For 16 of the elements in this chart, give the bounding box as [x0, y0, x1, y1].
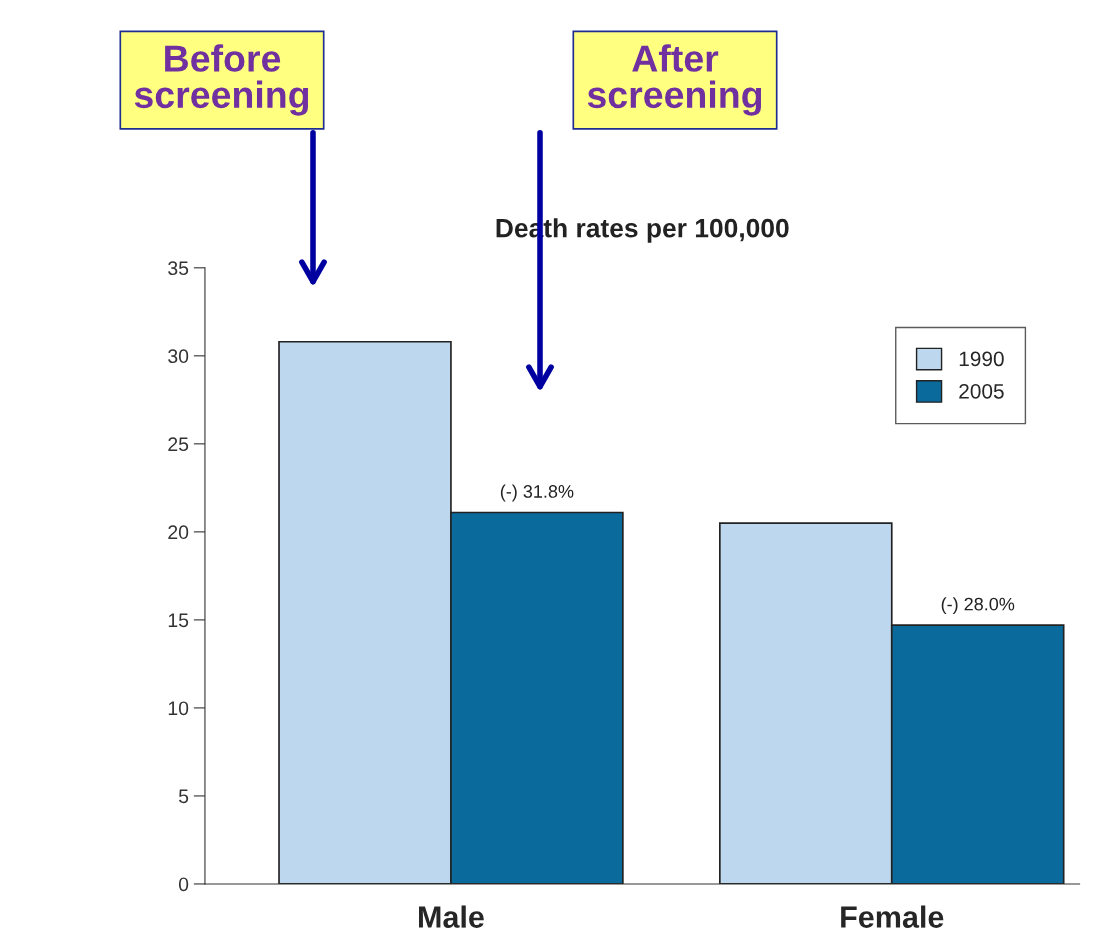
- y-tick-label: 30: [168, 349, 189, 364]
- y-tick-label: 25: [168, 437, 189, 452]
- annotation: (-) 28.0%: [941, 597, 1015, 615]
- x-tick-label: Female: [841, 905, 944, 928]
- text: Before screening: [134, 44, 309, 116]
- y-tick-label: 15: [168, 613, 189, 628]
- y-tick-label: 20: [168, 525, 189, 540]
- text: After screening: [587, 44, 762, 116]
- legend-label: 1990: [959, 351, 1004, 367]
- legend-label: 2005: [959, 383, 1004, 399]
- y-tick-label: 0: [178, 877, 189, 892]
- x-tick-label: Male: [419, 905, 484, 928]
- annotation: (-) 31.8%: [500, 484, 574, 502]
- y-tick-label: 10: [168, 701, 189, 716]
- y-tick-label: 35: [168, 261, 189, 276]
- y-tick-label: 5: [178, 789, 189, 804]
